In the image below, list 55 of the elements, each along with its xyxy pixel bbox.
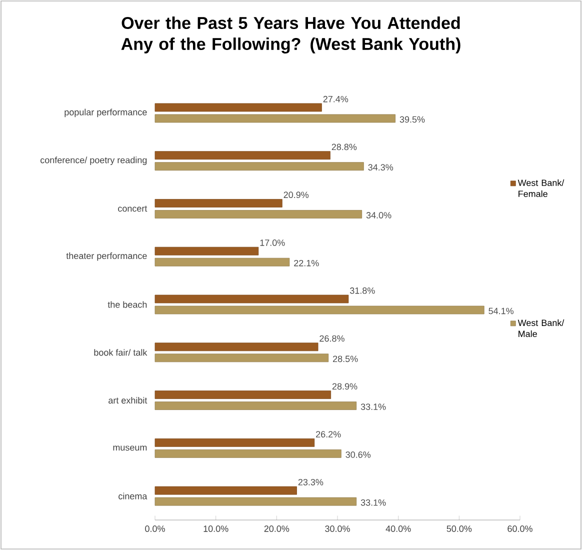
data-label: 30.6% [346, 451, 371, 458]
legend-label: West Bank/ Male [518, 319, 564, 338]
data-label: 28.9% [332, 383, 358, 390]
legend-label: West Bank/ Female [518, 179, 564, 198]
data-label: 39.5% [400, 116, 425, 123]
x-tick-label: 20.0% [264, 526, 290, 532]
data-label: 34.0% [366, 212, 392, 218]
data-label: 34.3% [368, 164, 394, 171]
y-tick-label: the beach [108, 301, 147, 308]
data-label: 20.9% [284, 192, 309, 198]
bar [154, 103, 322, 112]
data-label: 26.8% [320, 335, 344, 342]
data-label: 54.1% [488, 308, 514, 314]
data-label: 28.8% [332, 144, 357, 150]
bar [154, 438, 315, 447]
y-tick-label: popular performance [64, 108, 147, 118]
bar [154, 246, 259, 256]
x-tick-label: 50.0% [446, 526, 472, 532]
bar [154, 151, 330, 160]
x-tick-label: 60.0% [508, 526, 532, 532]
bar [154, 342, 318, 352]
data-label: 26.2% [316, 431, 341, 438]
data-label: 33.1% [360, 404, 386, 410]
data-label: 17.0% [260, 240, 285, 246]
data-label: 27.4% [323, 96, 348, 102]
y-tick-label: theater performance [66, 252, 147, 261]
y-tick-label: cinema [118, 492, 148, 500]
chart-title: Over the Past 5 Years Have You Attended Any of the Following? (West Bank Youth) [121, 16, 460, 54]
data-label: 23.3% [298, 478, 324, 486]
bar [154, 162, 364, 171]
x-tick-label: 0.0% [145, 526, 165, 532]
data-label: 33.1% [360, 499, 386, 506]
bar [154, 114, 396, 123]
y-tick-label: concert [118, 206, 148, 212]
data-label: 28.5% [333, 356, 358, 362]
bar [154, 497, 357, 506]
x-tick-label: 40.0% [386, 526, 411, 532]
bar [154, 390, 332, 399]
bar [154, 449, 342, 458]
bar [154, 199, 282, 208]
bar [154, 486, 297, 495]
data-label: 22.1% [294, 260, 319, 266]
bar [154, 210, 362, 218]
bar [154, 354, 329, 362]
bar [154, 402, 357, 410]
x-tick-label: 10.0% [204, 526, 228, 532]
y-tick-label: art exhibit [108, 396, 148, 404]
bar [154, 306, 484, 314]
y-tick-label: museum [113, 446, 147, 451]
bar [154, 294, 349, 304]
data-label: 31.8% [350, 287, 375, 294]
x-tick-label: 30.0% [325, 526, 350, 532]
y-tick-label: book fair/ talk [94, 349, 148, 356]
bar [154, 258, 290, 266]
y-tick-label: conference/ poetry reading [40, 156, 147, 166]
